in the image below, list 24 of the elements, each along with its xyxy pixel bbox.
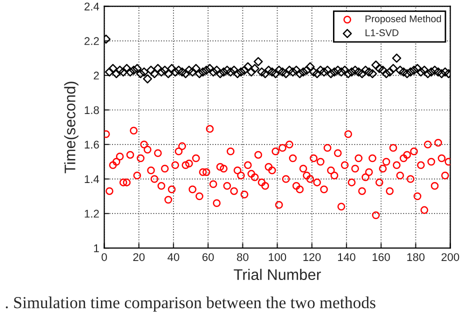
text: . Simulation time comparison between the two methods [6,296,376,312]
y-tick-label: 2 [94,72,99,80]
legend-label: Proposed Method [366,15,441,24]
x-tick-label: 160 [372,253,390,262]
x-tick-label: 180 [407,253,425,262]
y-tick-label: 2.2 [84,37,99,45]
y-tick-label: 1.4 [84,175,100,184]
x-tick-label: 200 [442,253,460,262]
legend-label: L1-SVD [366,29,398,36]
x-tick-label: 80 [236,253,248,262]
y-tick-label: 1 [94,244,99,252]
x-tick-label: 60 [202,253,214,262]
x-tick-label: 120 [303,253,321,262]
x-tick-label: 0 [102,253,107,262]
x-tick-label: 40 [168,253,180,262]
x-tick-label: 100 [268,253,286,262]
y-tick-label: 1.2 [84,210,99,218]
y-tick-label: 1.8 [84,106,99,114]
y-tick-label: 1.6 [84,140,99,149]
x-tick-label: 20 [133,253,145,262]
y-axis-title: Time(second) [64,82,78,174]
x-axis-title: Trial Number [234,268,321,280]
x-tick-label: 140 [338,253,356,262]
y-tick-label: 2.4 [84,2,100,10]
